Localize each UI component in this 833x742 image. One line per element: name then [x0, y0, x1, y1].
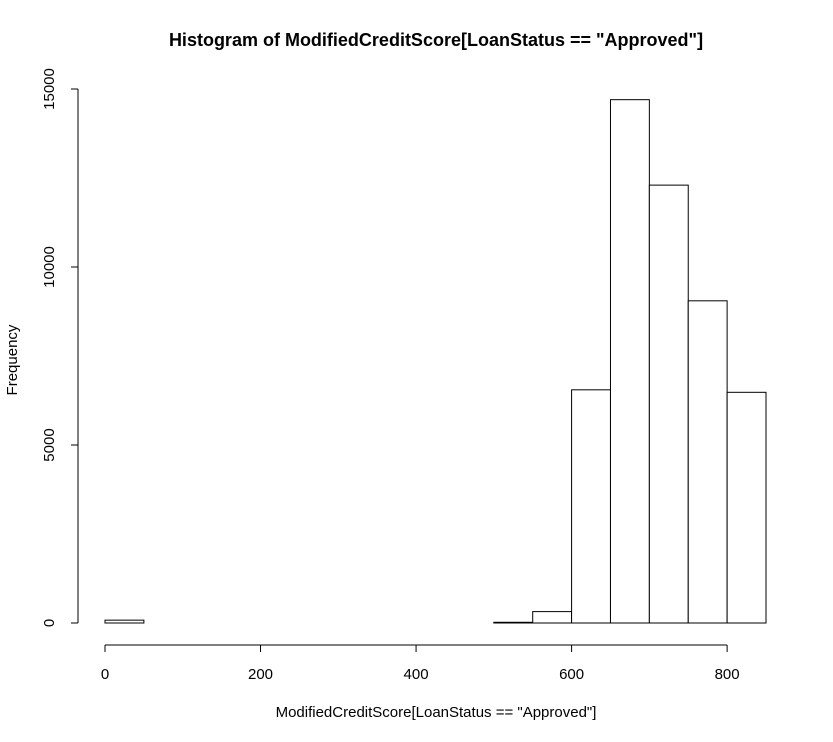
histogram-bar-11: [532, 611, 573, 624]
x-axis-label: ModifiedCreditScore[LoanStatus == "Appro…: [276, 704, 597, 721]
histogram-bar-10: [493, 621, 534, 624]
histogram-bar-14: [648, 184, 689, 624]
y-axis: 0 5000 10000 15000: [41, 68, 79, 627]
x-tick-label-0: 0: [101, 666, 109, 683]
y-tick-label-0: 0: [41, 619, 58, 627]
y-axis-label: Frequency: [4, 324, 21, 395]
histogram-bar-0: [104, 619, 145, 624]
histogram-bar-16: [726, 391, 767, 624]
histogram-bar-13: [609, 99, 650, 624]
x-tick-label-200: 200: [248, 666, 273, 683]
bars-group: [104, 99, 767, 624]
x-axis: 0 200 400 600 800: [101, 644, 740, 683]
y-tick-label-5000: 5000: [41, 428, 58, 461]
x-tick-label-800: 800: [715, 666, 740, 683]
chart-title: Histogram of ModifiedCreditScore[LoanSta…: [169, 30, 703, 50]
histogram-bar-12: [571, 389, 611, 624]
histogram-bar-15: [687, 300, 728, 624]
x-tick-label-600: 600: [559, 666, 584, 683]
y-tick-label-10000: 10000: [41, 246, 58, 288]
y-tick-label-15000: 15000: [41, 68, 58, 110]
x-tick-label-400: 400: [404, 666, 429, 683]
